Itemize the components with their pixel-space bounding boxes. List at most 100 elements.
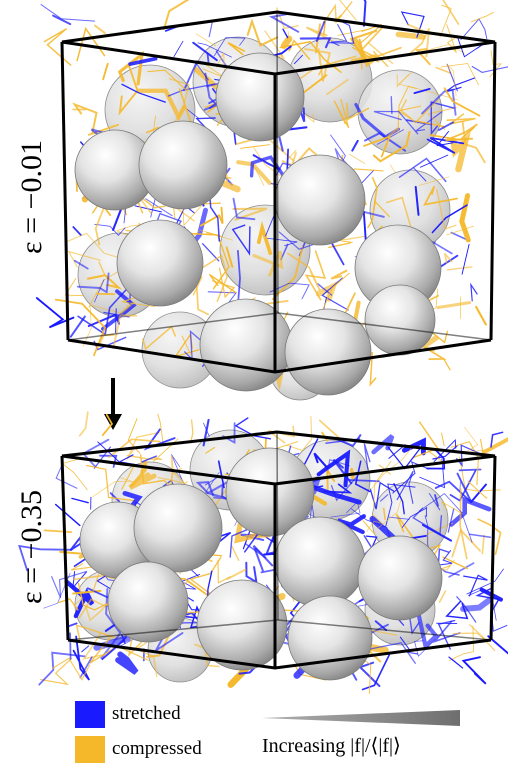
panel-top-force-chain (227, 41, 246, 56)
panel-top-force-chain (326, 78, 349, 96)
panel-top-force-chain (395, 31, 426, 40)
panel-top-force-chain (418, 176, 450, 186)
panel-bottom-force-chain (433, 438, 457, 463)
panel-bottom-force-chain (54, 503, 81, 527)
panel-top-force-chain (188, 232, 230, 290)
panel-bottom-force-chain (441, 432, 445, 447)
panel-top-force-chain (443, 253, 453, 264)
panel-top-force-chain (67, 250, 101, 268)
panel-top-force-chain (73, 259, 89, 270)
panel-top-force-chain (240, 144, 270, 149)
panel-top-force-chain (446, 113, 476, 125)
panel-bottom-force-chain (382, 507, 386, 521)
panel-top-force-chain (439, 4, 452, 38)
panel-bottom-force-chain (157, 413, 164, 446)
panel-bottom-force-chain (354, 460, 371, 493)
panel-top-force-chain (121, 83, 166, 103)
panel-bottom-force-chain (490, 431, 504, 448)
force-magnitude-wedge (262, 710, 460, 726)
panel-bottom-force-chain (442, 556, 468, 570)
panel-top-force-chain (232, 197, 256, 221)
panel-top-force-chain (167, 83, 216, 97)
panel-bottom-force-chain (217, 460, 225, 489)
panel-bottom-force-chain (428, 450, 442, 462)
panel-top-force-chain (445, 123, 478, 142)
panel-bottom-force-chain (435, 550, 453, 566)
panel-top-force-chain (102, 62, 109, 81)
panel-bottom-force-chain (441, 501, 464, 515)
panel-bottom-force-chain (351, 508, 392, 543)
panel-bottom-force-chain (434, 494, 439, 507)
panel-top-force-chain (76, 272, 110, 294)
panel-top-force-chain (181, 335, 192, 357)
panel-top-force-chain (43, 28, 72, 66)
panel-bottom-force-chain (195, 481, 215, 497)
panel-top-force-chain (322, 20, 327, 36)
panel-top-force-chain (339, 0, 357, 21)
panel-bottom-force-chain (134, 642, 158, 678)
panel-bottom-force-chain (81, 645, 90, 653)
panel-top-force-chain (94, 205, 106, 246)
panel-top-front-sphere (284, 308, 372, 396)
panel-top-front-sphere (138, 120, 228, 210)
panel-top-force-chain (94, 223, 126, 236)
panel-bottom-force-chain (104, 623, 116, 632)
panel-top-force-chain (373, 110, 419, 135)
panel-top-force-chain (199, 206, 224, 227)
panel-top-force-chain (369, 351, 377, 387)
panel-top-force-chain (201, 254, 228, 302)
panel-top-force-chain (88, 269, 122, 308)
panel-top-force-chain (304, 250, 327, 301)
panel-bottom-force-chain (388, 516, 410, 520)
panel-bottom-force-chain (121, 465, 135, 490)
panel-top-force-chain (208, 273, 237, 294)
panel-bottom-force-chain (119, 454, 134, 463)
panel-bottom-force-chain (428, 493, 441, 511)
panel-top-force-chain (246, 18, 279, 47)
panel-top-force-chain (333, 98, 350, 129)
panel-bottom-force-chain (318, 419, 343, 442)
panel-top-force-chain (194, 60, 209, 81)
panel-top-force-chain (362, 0, 367, 27)
panel-bottom-force-chain (82, 632, 106, 660)
panel-bottom-force-chain (460, 596, 494, 612)
panel-top-force-chain (197, 42, 232, 58)
panel-bottom-front-sphere (274, 516, 366, 608)
panel-bottom-force-chain (205, 446, 216, 454)
panel-top-force-chain (115, 308, 117, 334)
panel-bottom-force-chain (252, 545, 274, 572)
panel-top-force-chain (438, 121, 454, 131)
panel-top-force-chain (328, 19, 355, 44)
panel-top-force-chain (446, 225, 475, 236)
panel-top-force-chain (40, 3, 96, 22)
panel-top-force-chain (72, 226, 82, 236)
panel-top-force-chain (145, 126, 160, 134)
panel-bottom-force-chain (464, 426, 490, 453)
panel-bottom-force-chain (231, 545, 240, 561)
panel-bottom-force-chain (67, 622, 78, 628)
panel-bottom-force-chain (448, 656, 464, 669)
panel-bottom-force-chain (459, 488, 468, 560)
panel-top-force-chain (475, 305, 487, 326)
panel-bottom-force-chain (458, 456, 501, 492)
panel-bottom-force-chain (128, 472, 157, 490)
panel-top-force-chain (186, 108, 200, 119)
panel-top-force-chain (192, 41, 218, 62)
stretched-label: stretched (112, 703, 181, 724)
panel-bottom-force-chain (115, 651, 139, 675)
panel-top (35, 0, 508, 401)
panel-top-force-chain (299, 37, 332, 49)
panel-top-front-spheres (74, 52, 442, 396)
panel-top-force-chain (282, 28, 289, 39)
panel-bottom-force-chain (226, 568, 247, 581)
panel-top-force-chain (64, 277, 84, 297)
panel-top-force-chain (317, 283, 333, 296)
panel-top-front-sphere (116, 219, 204, 307)
panel-top-force-chain (94, 279, 105, 303)
panel-bottom-force-chain (366, 513, 384, 532)
panel-top-force-chain (322, 1, 353, 25)
panel-top-force-chain (388, 127, 399, 137)
panel-top-force-chain (385, 196, 413, 231)
panel-bottom-force-chain (385, 483, 416, 527)
